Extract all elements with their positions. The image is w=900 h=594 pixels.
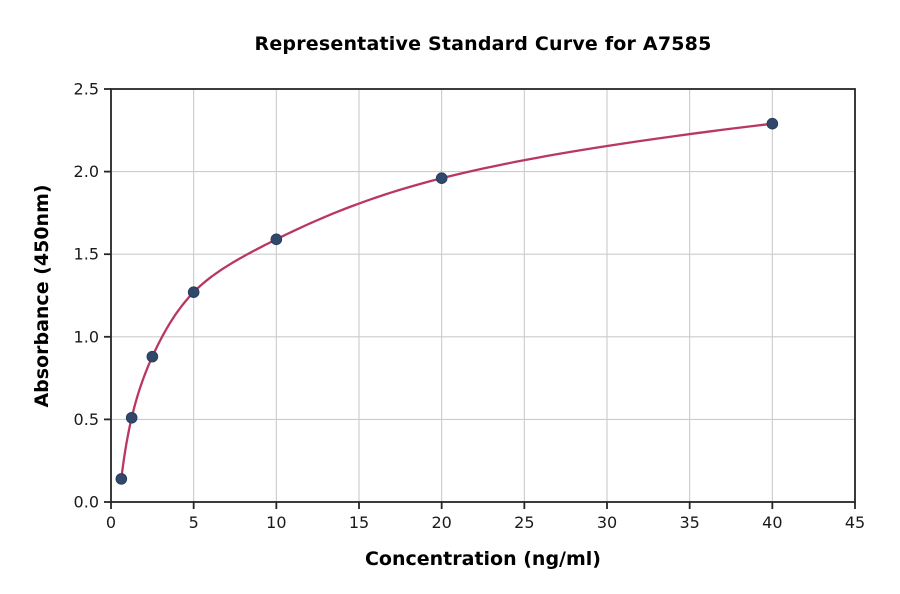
data-point	[435, 172, 448, 185]
x-tick-label: 45	[845, 513, 865, 532]
y-tick-label: 1.5	[74, 245, 99, 264]
x-tick-label: 30	[597, 513, 617, 532]
chart-title: Representative Standard Curve for A7585	[254, 33, 712, 55]
data-point	[146, 350, 159, 363]
x-tick-label: 40	[762, 513, 782, 532]
x-tick-label: 25	[514, 513, 534, 532]
data-point	[125, 411, 138, 424]
x-tick-label: 20	[431, 513, 451, 532]
y-tick-label: 2.0	[74, 162, 99, 181]
y-tick-label: 0.5	[74, 410, 99, 429]
axes-spines	[110, 88, 856, 503]
y-tick-label: 1.0	[74, 327, 99, 346]
data-point	[766, 117, 779, 130]
data-point	[270, 233, 283, 246]
axis-tick-labels: 0 5 10 15 20 25 30 35 40 45 0.0 0.5 1.0 1.5 2.0 2.5	[74, 80, 866, 533]
data-point	[187, 286, 200, 298]
y-tick-label: 2.5	[74, 80, 99, 99]
axis-ticks	[104, 88, 856, 509]
x-tick-label: 0	[106, 513, 116, 532]
x-tick-label: 5	[189, 513, 199, 532]
data-points	[115, 117, 779, 485]
x-tick-label: 15	[349, 513, 369, 532]
x-axis-label: Concentration (ng/ml)	[364, 548, 601, 570]
gridlines	[110, 88, 856, 503]
y-tick-label: 0.0	[74, 493, 99, 512]
data-point	[115, 473, 128, 485]
x-tick-label: 10	[266, 513, 286, 532]
x-tick-label: 35	[679, 513, 699, 532]
